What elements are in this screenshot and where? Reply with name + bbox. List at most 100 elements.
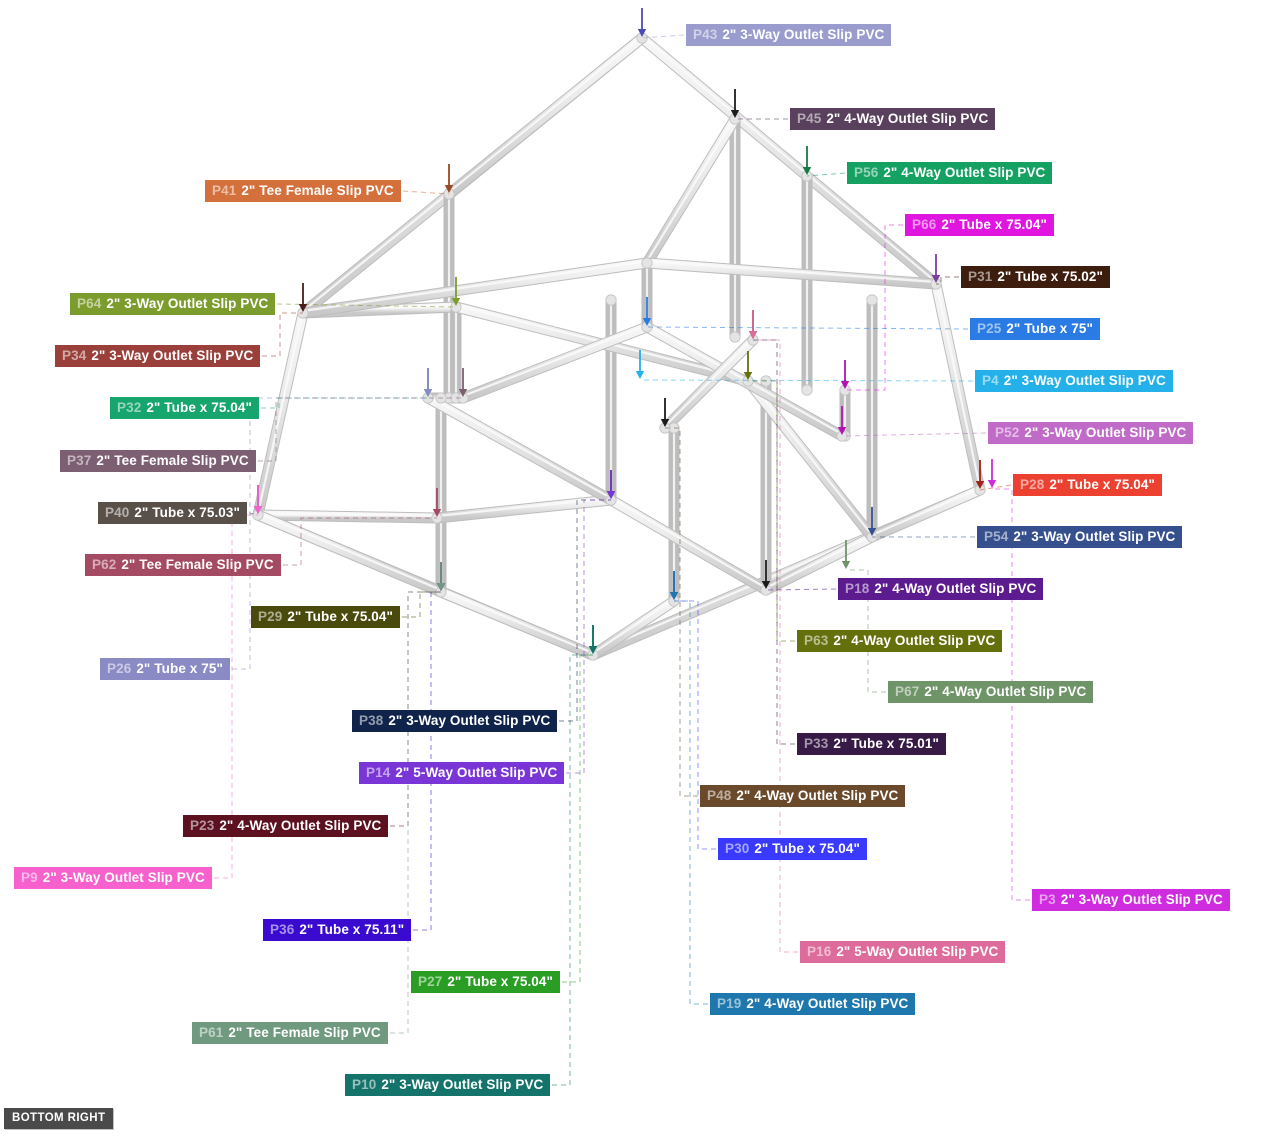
part-label-p37[interactable]: P37 2" Tee Female Slip PVC xyxy=(60,450,256,472)
part-id: P28 xyxy=(1020,477,1045,492)
leader-line-p26 xyxy=(232,397,428,670)
part-description: 2" 3-Way Outlet Slip PVC xyxy=(1003,373,1166,388)
pipes-layer xyxy=(252,32,986,661)
part-label-p43[interactable]: P43 2" 3-Way Outlet Slip PVC xyxy=(686,24,892,46)
callout-arrowhead-p41 xyxy=(444,185,454,193)
pipe-joint xyxy=(801,384,813,396)
part-id: P45 xyxy=(797,111,822,126)
leader-line-p66 xyxy=(845,224,903,391)
leader-line-p48 xyxy=(665,427,698,797)
pipe-highlight xyxy=(870,486,982,537)
part-label-p62[interactable]: P62 2" Tee Female Slip PVC xyxy=(85,554,281,576)
part-description: 2" Tee Female Slip PVC xyxy=(228,1025,381,1040)
part-label-p31[interactable]: P31 2" Tube x 75.02" xyxy=(961,266,1111,288)
part-label-p28[interactable]: P28 2" Tube x 75.04" xyxy=(1013,474,1163,496)
part-id: P18 xyxy=(845,581,870,596)
part-label-p30[interactable]: P30 2" Tube x 75.04" xyxy=(718,838,868,860)
leader-line-p31 xyxy=(936,276,959,285)
callout-arrowhead-p26 xyxy=(423,389,433,397)
part-label-p19[interactable]: P19 2" 4-Way Outlet Slip PVC xyxy=(710,993,916,1015)
callout-arrowhead-p63 xyxy=(743,372,753,380)
part-description: 2" 4-Way Outlet Slip PVC xyxy=(736,788,899,803)
callout-arrows-layer xyxy=(253,8,997,654)
pipe-segment xyxy=(588,596,679,660)
part-label-p27[interactable]: P27 2" Tube x 75.04" xyxy=(411,971,561,993)
part-label-p54[interactable]: P54 2" 3-Way Outlet Slip PVC xyxy=(977,526,1183,548)
leader-line-p32 xyxy=(261,397,428,409)
part-label-p25[interactable]: P25 2" Tube x 75" xyxy=(970,318,1100,340)
leader-line-p29 xyxy=(402,591,441,618)
leader-line-p19 xyxy=(674,600,708,1005)
part-label-p4[interactable]: P4 2" 3-Way Outlet Slip PVC xyxy=(975,370,1173,392)
part-description: 2" 3-Way Outlet Slip PVC xyxy=(381,1077,544,1092)
part-label-p34[interactable]: P34 2" 3-Way Outlet Slip PVC xyxy=(55,345,261,367)
pipe-segment xyxy=(298,258,652,318)
part-label-p52[interactable]: P52 2" 3-Way Outlet Slip PVC xyxy=(988,422,1194,444)
part-label-p40[interactable]: P40 2" Tube x 75.03" xyxy=(98,502,248,524)
part-id: P67 xyxy=(895,684,920,699)
part-label-p48[interactable]: P48 2" 4-Way Outlet Slip PVC xyxy=(700,785,906,807)
part-id: P63 xyxy=(804,633,829,648)
pipe-segment xyxy=(444,33,647,199)
part-label-p33[interactable]: P33 2" Tube x 75.01" xyxy=(797,733,947,755)
part-id: P9 xyxy=(21,870,38,885)
pipe-highlight xyxy=(256,309,305,515)
part-label-p66[interactable]: P66 2" Tube x 75.04" xyxy=(905,214,1055,236)
part-label-p64[interactable]: P64 2" 3-Way Outlet Slip PVC xyxy=(70,293,276,315)
pipe-segment xyxy=(432,495,616,523)
part-label-p41[interactable]: P41 2" Tee Female Slip PVC xyxy=(205,180,401,202)
part-label-p3[interactable]: P3 2" 3-Way Outlet Slip PVC xyxy=(1032,889,1230,911)
leader-line-p14 xyxy=(566,499,611,774)
part-label-p36[interactable]: P36 2" Tube x 75.11" xyxy=(263,919,412,941)
leader-line-p16 xyxy=(753,339,798,953)
part-label-p14[interactable]: P14 2" 5-Way Outlet Slip PVC xyxy=(359,762,565,784)
part-label-p56[interactable]: P56 2" 4-Way Outlet Slip PVC xyxy=(847,162,1053,184)
leader-line-p18 xyxy=(765,588,837,591)
pipe-highlight xyxy=(426,394,613,500)
pipe-highlight xyxy=(256,511,439,518)
part-description: 2" 4-Way Outlet Slip PVC xyxy=(874,581,1037,596)
part-label-p16[interactable]: P16 2" 5-Way Outlet Slip PVC xyxy=(800,941,1006,963)
leader-line-p52 xyxy=(841,432,987,437)
leader-line-p3 xyxy=(992,488,1030,901)
part-label-p63[interactable]: P63 2" 4-Way Outlet Slip PVC xyxy=(797,630,1003,652)
part-id: P26 xyxy=(107,661,132,676)
pipe-highlight xyxy=(461,323,649,398)
part-id: P43 xyxy=(693,27,718,42)
part-label-p10[interactable]: P10 2" 3-Way Outlet Slip PVC xyxy=(345,1074,551,1096)
part-label-p32[interactable]: P32 2" Tube x 75.04" xyxy=(110,397,260,419)
part-label-p23[interactable]: P23 2" 4-Way Outlet Slip PVC xyxy=(183,815,389,837)
part-label-p61[interactable]: P61 2" Tee Female Slip PVC xyxy=(192,1022,388,1044)
part-id: P52 xyxy=(995,425,1020,440)
part-description: 2" Tee Female Slip PVC xyxy=(96,453,249,468)
pipe-highlight xyxy=(746,377,874,537)
part-description: 2" 3-Way Outlet Slip PVC xyxy=(1060,892,1223,907)
pipe-joint xyxy=(605,294,617,306)
part-id: P48 xyxy=(707,788,732,803)
part-label-p18[interactable]: P18 2" 4-Way Outlet Slip PVC xyxy=(838,578,1044,600)
callout-arrowhead-p61 xyxy=(436,583,446,591)
part-label-p67[interactable]: P67 2" 4-Way Outlet Slip PVC xyxy=(888,681,1094,703)
part-description: 2" Tube x 75.04" xyxy=(146,400,253,415)
leader-line-p30 xyxy=(674,600,716,850)
leader-line-p43 xyxy=(641,34,685,39)
leader-line-p63 xyxy=(748,380,795,642)
part-description: 2" 3-Way Outlet Slip PVC xyxy=(91,348,254,363)
part-label-p38[interactable]: P38 2" 3-Way Outlet Slip PVC xyxy=(352,710,558,732)
part-label-p26[interactable]: P26 2" Tube x 75" xyxy=(100,658,230,680)
part-id: P36 xyxy=(270,922,295,937)
pipe-highlight xyxy=(609,496,768,590)
pipe-highlight xyxy=(645,115,737,263)
part-description: 2" Tube x 75.04" xyxy=(447,974,554,989)
pipe-joint xyxy=(641,257,653,269)
part-id: P3 xyxy=(1039,892,1056,907)
callout-arrowhead-p52 xyxy=(837,427,847,435)
part-label-p9[interactable]: P9 2" 3-Way Outlet Slip PVC xyxy=(14,867,212,889)
part-label-p45[interactable]: P45 2" 4-Way Outlet Slip PVC xyxy=(790,108,996,130)
part-description: 2" Tube x 75.04" xyxy=(941,217,1048,232)
part-label-p29[interactable]: P29 2" Tube x 75.04" xyxy=(251,606,401,628)
part-description: 2" 5-Way Outlet Slip PVC xyxy=(836,944,999,959)
part-id: P16 xyxy=(807,944,832,959)
part-id: P66 xyxy=(912,217,937,232)
